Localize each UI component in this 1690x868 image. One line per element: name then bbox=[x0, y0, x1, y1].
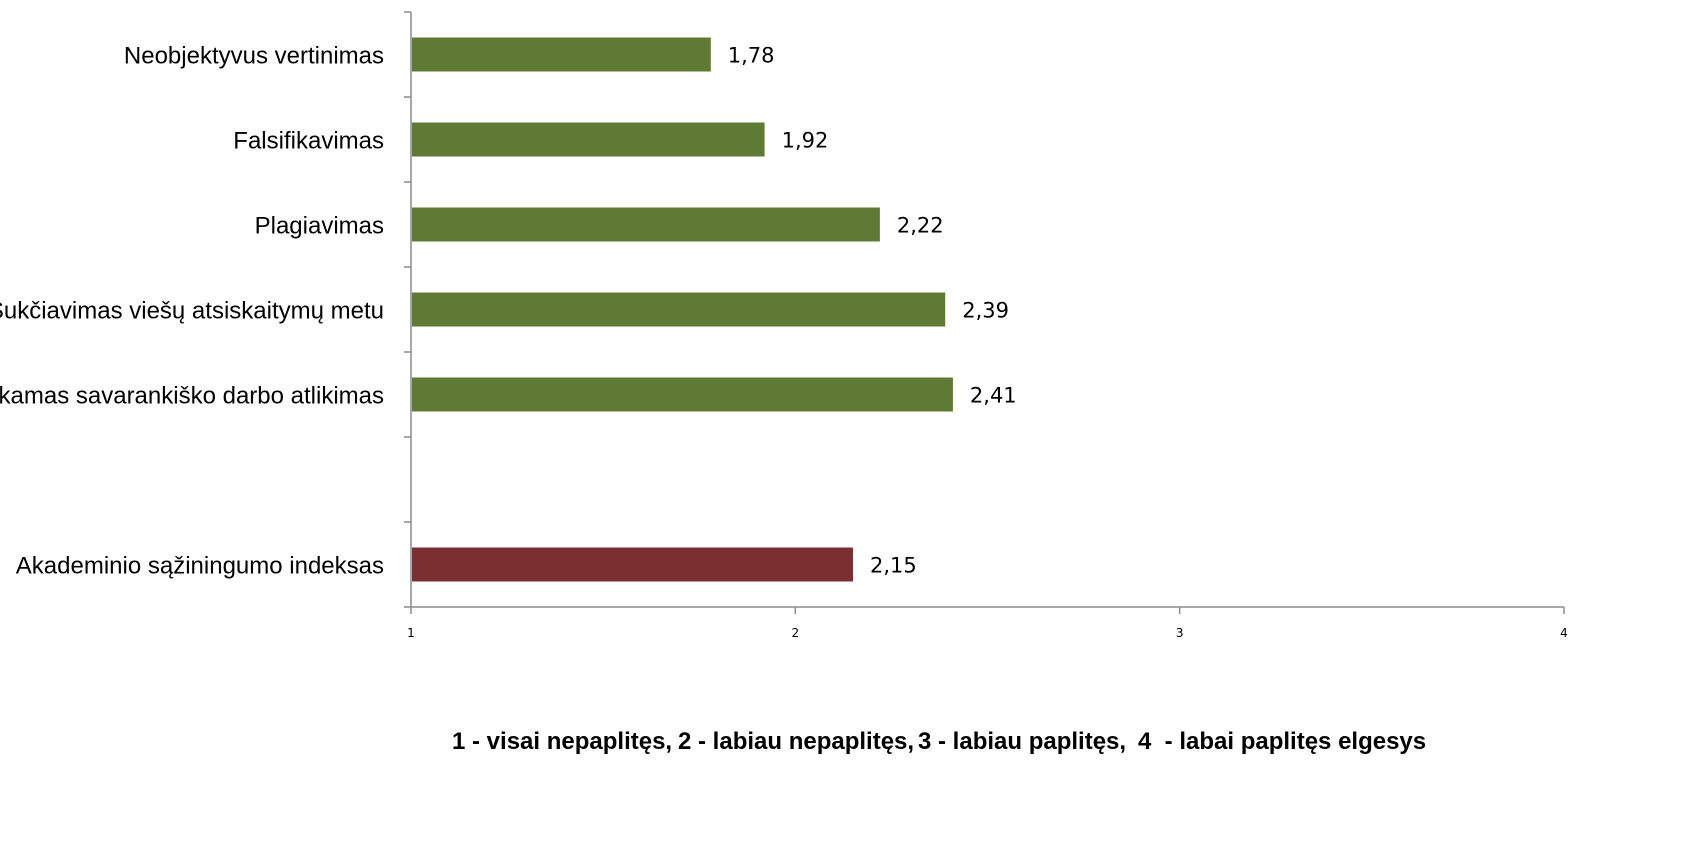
scale-legend-note: 1 - visai nepaplitęs, 2 - labiau nepapli… bbox=[0, 728, 1690, 868]
tick-label-4: 4 bbox=[1560, 626, 1568, 640]
bar-falsifikavimas bbox=[412, 122, 765, 157]
scale-legend-2: 2 - labiau nepaplitęs, bbox=[678, 728, 915, 755]
bars-layer bbox=[412, 37, 953, 582]
category-label-falsifikavimas: Falsifikavimas bbox=[233, 128, 384, 155]
labels-layer: Neobjektyvus vertinimas 1,78 Falsifikavima… bbox=[0, 43, 1017, 580]
value-label-sukciavimas-viesu-atsiskaitymu-metu: 2,39 bbox=[962, 299, 1009, 323]
value-label-falsifikavimas: 1,92 bbox=[782, 129, 829, 153]
category-label-netinkamas-savarankisko-darbo-atlikimas: Netinkamas savarankiško darbo atlikimas bbox=[0, 383, 384, 410]
bar-akademinio-saziningumo-indeksas bbox=[412, 547, 853, 582]
bar-neobjektyvus-vertinimas bbox=[412, 37, 711, 72]
value-label-akademinio-saziningumo-indeksas: 2,15 bbox=[870, 554, 917, 578]
tick-label-1: 1 bbox=[407, 626, 415, 640]
value-label-neobjektyvus-vertinimas: 1,78 bbox=[728, 44, 775, 68]
tick-label-3: 3 bbox=[1176, 626, 1184, 640]
category-label-akademinio-saziningumo-indeksas: Akademinio sąžiningumo indeksas bbox=[16, 553, 384, 580]
bar-netinkamas-savarankisko-darbo-atlikimas bbox=[412, 377, 953, 412]
tick-label-2: 2 bbox=[792, 626, 800, 640]
scale-legend-1: 1 - visai nepaplitęs, bbox=[452, 728, 673, 755]
value-label-plagiavimas: 2,22 bbox=[897, 214, 944, 238]
category-label-plagiavimas: Plagiavimas bbox=[255, 213, 384, 240]
axis-layer: 1 2 3 4 bbox=[404, 11, 1568, 640]
bar-plagiavimas bbox=[412, 207, 880, 242]
bar-sukciavimas-viesu-atsiskaitymu-metu bbox=[412, 292, 946, 327]
category-label-neobjektyvus-vertinimas: Neobjektyvus vertinimas bbox=[124, 43, 384, 70]
scale-legend-3: 3 - labiau paplitęs, bbox=[918, 728, 1127, 755]
category-label-sukciavimas-viesu-atsiskaitymu-metu: Sukčiavimas viešų atsiskaitymų metu bbox=[0, 298, 384, 325]
value-label-netinkamas-savarankisko-darbo-atlikimas: 2,41 bbox=[970, 384, 1017, 408]
scale-legend-4: 4 - labai paplitęs elgesys bbox=[1138, 728, 1427, 755]
bar-chart: Neobjektyvus vertinimas 1,78 Falsifikavima… bbox=[0, 11, 1568, 640]
